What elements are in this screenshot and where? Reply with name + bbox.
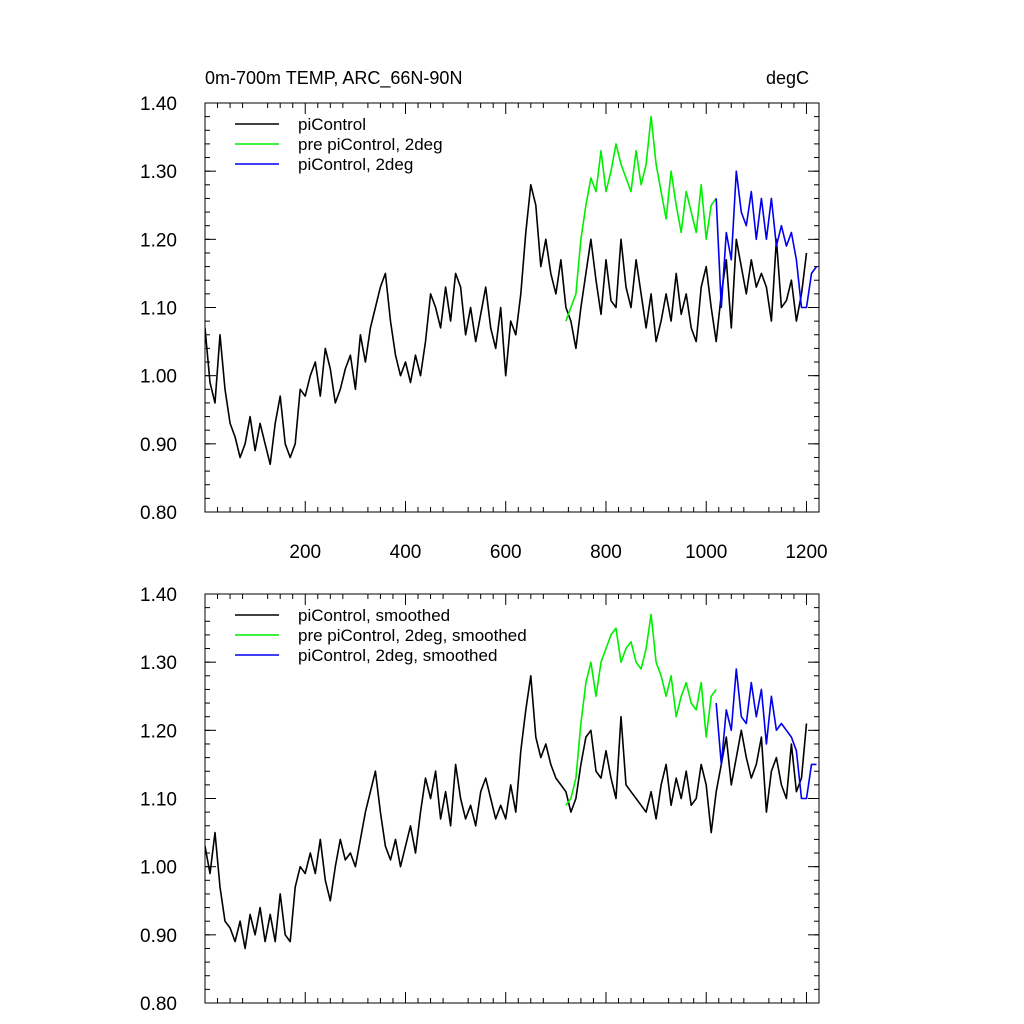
top-title-right: degC (766, 68, 809, 88)
top-y-tick-label: 1.10 (140, 299, 177, 320)
top-legend-label-1: piControl (298, 115, 366, 134)
top-legend-label-2: pre piControl, 2deg (298, 135, 443, 154)
top-legend-label-3: piControl, 2deg (298, 155, 413, 174)
bottom-y-tick-label: 0.80 (140, 994, 177, 1015)
bottom-y-tick-label: 1.30 (140, 653, 177, 674)
top-y-tick-label: 1.20 (140, 230, 177, 251)
bottom-y-tick-label: 1.40 (140, 585, 177, 606)
top-y-tick-label: 0.80 (140, 503, 177, 524)
top-x-tick-label: 600 (490, 542, 522, 563)
bottom-legend-label-3: piControl, 2deg, smoothed (298, 646, 497, 665)
bottom-panel: 0.80 0.90 1.00 1.10 1.20 1.30 1.40 piControl, s… (140, 585, 820, 1015)
top-x-tick-label: 400 (390, 542, 422, 563)
top-y-tick-label: 1.40 (140, 94, 177, 115)
top-x-tick-label: 1200 (785, 542, 827, 563)
bottom-y-tick-label: 1.00 (140, 858, 177, 879)
bottom-y-tick-label: 1.10 (140, 790, 177, 811)
top-series-line-2 (565, 115, 717, 322)
top-series-line-1 (205, 184, 808, 466)
bottom-series-line-3 (715, 668, 817, 800)
top-series-line-3 (715, 170, 818, 309)
top-title-left: 0m-700m TEMP, ARC_66N-90N (205, 68, 462, 89)
bottom-series-line-2 (565, 613, 717, 806)
top-x-tick-label: 1000 (685, 542, 727, 563)
bottom-legend-label-1: piControl, smoothed (298, 606, 450, 625)
top-y-tick-label: 1.00 (140, 367, 177, 388)
top-y-tick-label: 0.90 (140, 435, 177, 456)
bottom-legend-label-2: pre piControl, 2deg, smoothed (298, 626, 527, 645)
bottom-y-tick-label: 1.20 (140, 721, 177, 742)
bottom-series-line-1 (205, 674, 808, 950)
top-x-tick-label: 200 (289, 542, 321, 563)
top-panel: 0.80 0.90 1.00 1.10 1.20 1.30 1.40 200 400 600 800… (140, 68, 828, 563)
top-y-tick-label: 1.30 (140, 162, 177, 183)
top-x-tick-label: 800 (590, 542, 622, 563)
bottom-y-tick-label: 0.90 (140, 926, 177, 947)
